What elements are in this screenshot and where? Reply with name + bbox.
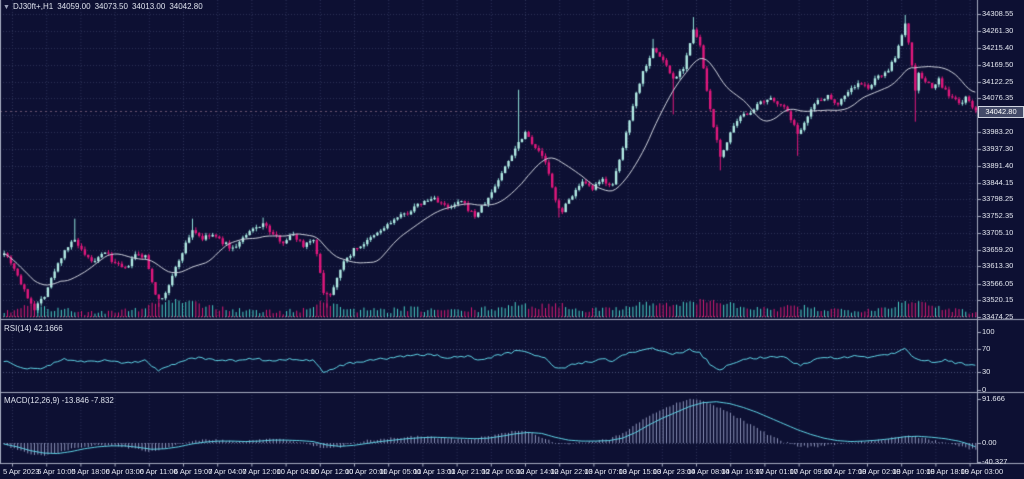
time-axis-label: 17 Apr 17:00 <box>823 467 867 476</box>
price-axis-label: 33520.15 <box>982 295 1014 304</box>
open-value: 34059.00 <box>57 2 91 11</box>
time-axis-label: 18 Apr 10:00 <box>892 467 935 476</box>
time-axis-label: 13 Apr 07:00 <box>584 467 627 476</box>
macd-scale-label: 0.00 <box>982 438 997 447</box>
macd-scale-label: -40.327 <box>982 457 1008 466</box>
rsi-scale-label: 70 <box>982 344 991 353</box>
rsi-scale-label: 100 <box>982 327 995 336</box>
time-axis-label: 12 Apr 06:00 <box>481 467 525 476</box>
time-axis-label: 18 Apr 18:00 <box>926 467 969 476</box>
price-axis-label: 33659.20 <box>982 245 1014 254</box>
price-axis-label: 33613.30 <box>982 261 1014 270</box>
symbol-timeframe-label: DJ30ft+,H1 <box>12 2 54 11</box>
time-axis-label: 6 Apr 11:00 <box>139 467 178 476</box>
time-axis-label: 10 Apr 04:00 <box>276 467 320 476</box>
macd-scale-label: 91.666 <box>982 394 1005 403</box>
time-axis-label: 14 Apr 08:00 <box>687 467 730 476</box>
macd-indicator-label: MACD(12,26,9) -13.846 -7.832 <box>4 396 114 405</box>
low-value: 34013.00 <box>131 2 166 11</box>
time-axis-label: 5 Apr 2023 <box>3 467 40 476</box>
rsi-scale-label: 30 <box>982 367 991 376</box>
time-axis-label: 17 Apr 09:00 <box>789 467 833 476</box>
high-value: 34073.50 <box>94 2 128 11</box>
time-axis-label: 6 Apr 19:00 <box>174 467 213 476</box>
time-axis-label: 19 Apr 03:00 <box>960 467 1004 476</box>
time-axis-label: 13 Apr 15:00 <box>618 467 662 476</box>
time-axis-label: 7 Apr 12:00 <box>242 467 281 476</box>
time-axis-label: 11 Apr 13:00 <box>413 467 456 476</box>
price-axis-label: 34122.25 <box>982 77 1014 86</box>
time-axis-label: 12 Apr 22:00 <box>550 467 593 476</box>
price-axis-label: 34076.35 <box>982 93 1014 102</box>
rsi-indicator-label: RSI(14) 42.1666 <box>4 324 63 333</box>
rsi-scale-label: 0 <box>982 385 987 394</box>
time-axis-label: 18 Apr 02:00 <box>858 467 901 476</box>
price-axis-label: 33844.15 <box>982 178 1014 187</box>
time-axis-label: 12 Apr 14:00 <box>516 467 559 476</box>
price-axis-label: 34308.55 <box>982 9 1014 18</box>
symbol-dropdown-icon[interactable]: ▼ <box>3 4 10 11</box>
time-axis-label: 10 Apr 20:00 <box>345 467 388 476</box>
current-price-tag: 34042.80 <box>978 106 1024 118</box>
price-axis-label: 33474.25 <box>982 312 1014 321</box>
price-axis-label: 33798.25 <box>982 194 1014 203</box>
time-axis-label: 11 Apr 21:00 <box>447 467 490 476</box>
time-axis-label: 5 Apr 18:00 <box>71 467 110 476</box>
price-axis-label: 34261.30 <box>982 26 1014 35</box>
time-axis-label: 17 Apr 01:00 <box>755 467 798 476</box>
time-axis-label: 5 Apr 10:00 <box>37 467 76 476</box>
price-axis-label: 33566.05 <box>982 279 1014 288</box>
price-axis-label: 34215.40 <box>982 43 1014 52</box>
time-axis-label: 7 Apr 04:00 <box>208 467 247 476</box>
price-axis-label: 33891.40 <box>982 161 1014 170</box>
price-axis-label: 33705.10 <box>982 228 1014 237</box>
price-axis-label: 33983.20 <box>982 127 1014 136</box>
price-axis-label: 34169.50 <box>982 60 1014 69</box>
time-axis-label: 11 Apr 05:00 <box>379 467 422 476</box>
chart-title-bar: ▼ DJ30ft+,H1 34059.00 34073.50 34013.00 34042… <box>3 2 203 11</box>
close-value: 34042.80 <box>169 2 203 11</box>
time-axis-label: 13 Apr 23:00 <box>652 467 696 476</box>
time-axis-label: 10 Apr 12:00 <box>310 467 354 476</box>
time-axis-label: 14 Apr 16:00 <box>721 467 764 476</box>
time-axis-label: 6 Apr 03:00 <box>105 467 144 476</box>
price-axis-label: 33752.35 <box>982 211 1014 220</box>
price-axis-label: 33937.30 <box>982 144 1014 153</box>
